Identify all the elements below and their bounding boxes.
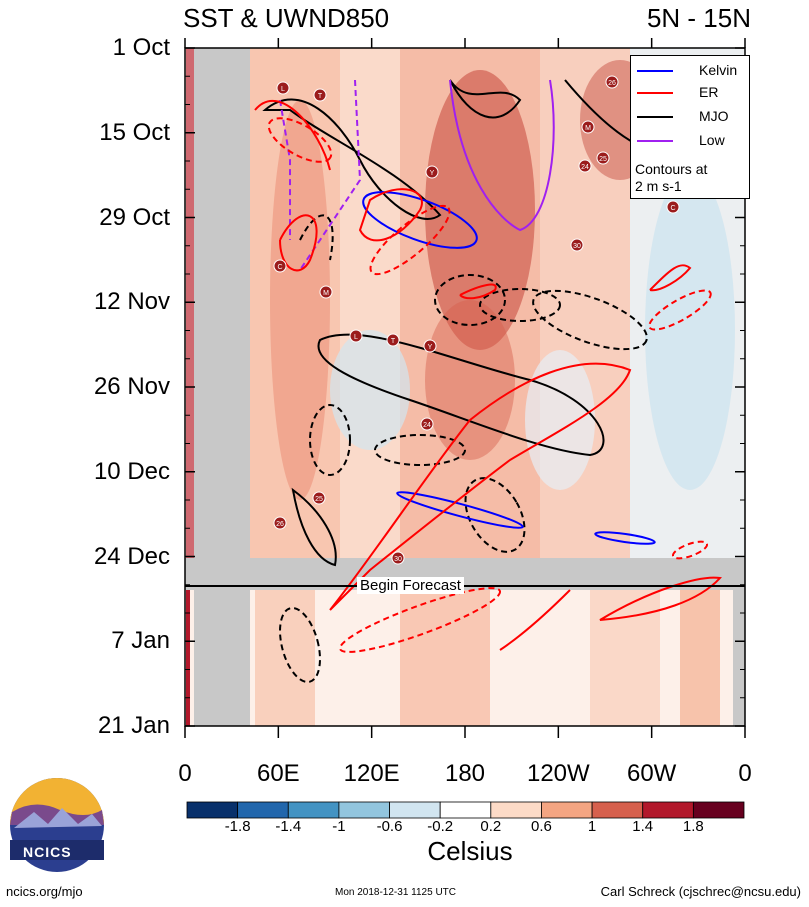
storm-marker: 26 (273, 516, 287, 530)
logo-text: NCICS (23, 844, 72, 860)
svg-text:24: 24 (581, 164, 589, 171)
x-tick-label: 120W (526, 760, 590, 787)
colorbar-swatch (490, 801, 542, 819)
svg-text:25: 25 (599, 156, 607, 163)
colorbar-swatch (237, 801, 289, 819)
svg-text:M: M (323, 290, 329, 297)
storm-marker: 25 (596, 151, 610, 165)
storm-marker: 24 (420, 417, 434, 431)
storm-marker: L (349, 329, 363, 343)
ncics-logo (10, 778, 104, 872)
colorbar-tick-label: -1.8 (224, 818, 251, 835)
svg-text:30: 30 (573, 243, 581, 250)
colorbar (186, 801, 745, 819)
y-tick-label: 1 Oct (112, 34, 170, 61)
svg-text:C: C (277, 264, 282, 271)
colorbar-tick-label: 1 (587, 818, 597, 835)
storm-marker: T (313, 88, 327, 102)
svg-text:Y: Y (430, 170, 435, 177)
footer-site: ncics.org/mjo (6, 884, 83, 899)
storm-marker: T (386, 333, 400, 347)
colorbar-tick-label: -1.4 (275, 818, 302, 835)
legend-item-mjo: MJO (631, 106, 749, 128)
x-tick-label: 0 (178, 760, 192, 787)
svg-text:25: 25 (315, 496, 323, 503)
svg-text:L: L (354, 334, 358, 341)
x-ticks (184, 38, 746, 738)
y-tick-label: 26 Nov (93, 373, 170, 400)
y-tick-label: 15 Oct (99, 118, 170, 146)
colorbar-swatch (642, 801, 694, 819)
colorbar-tick-label: 1.4 (632, 818, 654, 835)
x-tick-label: 120E (343, 760, 400, 787)
storm-marker: L (276, 81, 290, 95)
sst-field (185, 48, 745, 726)
colorbar-tick-label: 0.6 (531, 818, 552, 835)
svg-text:M: M (585, 125, 591, 132)
colorbar-swatch (439, 801, 492, 819)
chart-region: 5N - 15N (646, 3, 751, 33)
y-tick-label: 24 Dec (93, 542, 170, 570)
footer-author: Carl Schreck (cjschrec@ncsu.edu) (600, 884, 801, 899)
colorbar-swatch (591, 801, 644, 819)
colorbar-swatch (692, 801, 745, 819)
storm-marker: 25 (312, 491, 326, 505)
colorbar-swatch (186, 801, 239, 819)
storm-marker: 30 (570, 238, 584, 252)
colorbar-tick-label: -0.6 (376, 818, 403, 835)
footer-timestamp: Mon 2018-12-31 1125 UTC (335, 887, 456, 898)
storm-marker: 26 (605, 75, 619, 89)
colorbar-tick-label: -1 (332, 818, 346, 835)
legend-item-er: ER (631, 82, 749, 104)
x-tick-label: 60E (256, 760, 300, 787)
svg-text:Y: Y (428, 344, 433, 351)
y-tick-label: 29 Oct (99, 203, 170, 231)
y-tick-label: 12 Nov (93, 288, 170, 316)
storm-marker: 30 (391, 551, 405, 565)
storm-marker: 24 (578, 159, 592, 173)
svg-text:26: 26 (276, 521, 284, 528)
x-tick-label: 60W (626, 760, 677, 787)
storm-marker: M (581, 120, 595, 134)
legend: Kelvin ER MJO Low Contours at 2 m s-1 (630, 55, 750, 199)
legend-item-low: Low (631, 130, 749, 152)
x-tick-label: 0 (738, 760, 752, 787)
storm-marker: M (319, 285, 333, 299)
colorbar-tick-label: 0.2 (480, 818, 502, 835)
svg-text:24: 24 (423, 422, 431, 429)
legend-item-kelvin: Kelvin (631, 60, 749, 82)
colorbar-swatch (541, 801, 593, 819)
svg-text:26: 26 (608, 80, 616, 87)
begin-forecast-label: Begin Forecast (357, 577, 464, 594)
y-tick-label: 10 Dec (93, 457, 170, 485)
y-tick-label: 7 Jan (111, 627, 170, 655)
svg-text:C: C (670, 205, 675, 212)
x-tick-label: 180 (444, 760, 486, 787)
colorbar-tick-label: 1.8 (682, 818, 704, 835)
svg-text:T: T (391, 338, 396, 345)
storm-marker: C (666, 200, 680, 214)
storm-marker: Y (423, 339, 437, 353)
colorbar-swatch (287, 801, 340, 819)
svg-text:L: L (281, 86, 285, 93)
svg-text:30: 30 (394, 556, 402, 563)
colorbar-tick-label: -0.2 (427, 818, 454, 835)
colorbar-swatch (338, 801, 390, 819)
storm-marker: Y (425, 165, 439, 179)
y-tick-label: 21 Jan (97, 712, 170, 739)
storm-marker: C (273, 259, 287, 273)
svg-text:T: T (318, 93, 323, 100)
chart-title: SST & UWND850 (183, 3, 390, 33)
colorbar-title: Celsius (427, 836, 513, 866)
storm-markers: L T Y 24 25 26 30 C M L T Y 24 25 26 30 C M (273, 75, 680, 565)
legend-note: Contours at 2 m s-1 (635, 161, 708, 194)
colorbar-swatch (389, 801, 441, 819)
